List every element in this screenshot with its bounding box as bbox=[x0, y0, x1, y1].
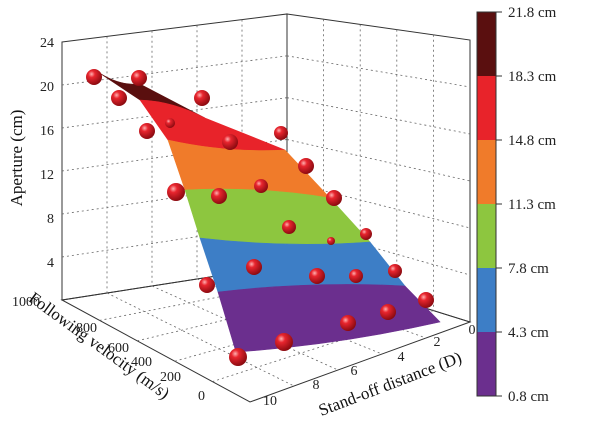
grid-line bbox=[286, 55, 471, 88]
measurement-sphere bbox=[165, 118, 175, 128]
surface-band bbox=[217, 284, 441, 353]
measurement-sphere bbox=[199, 277, 215, 293]
z-tick: 4 bbox=[47, 256, 54, 271]
measurement-sphere bbox=[111, 90, 127, 106]
z-axis-label: Aperture (cm) bbox=[7, 110, 26, 207]
grid-line bbox=[196, 278, 383, 355]
measurement-sphere bbox=[86, 69, 102, 85]
colorbar-label: 11.3 cm bbox=[508, 197, 556, 213]
measurement-sphere bbox=[360, 228, 372, 240]
colorbar-band bbox=[477, 140, 496, 204]
velocity-tick: 800 bbox=[76, 321, 97, 336]
measurement-sphere bbox=[131, 70, 147, 86]
measurement-sphere bbox=[340, 315, 356, 331]
z-axis: 24 20 16 12 8 4 Aperture (cm) bbox=[7, 36, 54, 271]
colorbar-band bbox=[477, 332, 496, 396]
z-tick: 8 bbox=[47, 212, 54, 227]
measurement-sphere bbox=[222, 134, 238, 150]
colorbar-band bbox=[477, 12, 496, 76]
colorbar-label: 18.3 cm bbox=[508, 69, 557, 85]
grid-line bbox=[286, 139, 471, 182]
colorbar-band bbox=[477, 76, 496, 140]
measurement-sphere bbox=[326, 190, 342, 206]
z-tick: 12 bbox=[40, 168, 54, 183]
measurement-sphere bbox=[418, 292, 434, 308]
distance-tick: 6 bbox=[351, 364, 358, 379]
measurement-sphere bbox=[309, 268, 325, 284]
measurement-sphere bbox=[380, 304, 396, 320]
measurement-sphere bbox=[327, 237, 335, 245]
velocity-tick: 200 bbox=[160, 370, 181, 385]
velocity-tick: 400 bbox=[131, 355, 152, 370]
measurement-sphere bbox=[194, 90, 210, 106]
z-tick: 24 bbox=[40, 36, 54, 51]
measurement-points bbox=[86, 69, 434, 366]
velocity-tick: 600 bbox=[108, 341, 129, 356]
colorbar: 21.8 cm 18.3 cm 14.8 cm 11.3 cm 7.8 cm 4… bbox=[476, 5, 557, 405]
colorbar-label: 14.8 cm bbox=[508, 133, 557, 149]
measurement-sphere bbox=[211, 188, 227, 204]
grid-line bbox=[286, 97, 471, 135]
floor bbox=[60, 264, 472, 403]
measurement-sphere bbox=[229, 348, 247, 366]
velocity-axis-label: Following velocity (m/s) bbox=[25, 288, 173, 403]
colorbar-label: 4.3 cm bbox=[508, 325, 549, 341]
velocity-tick: 1000 bbox=[12, 295, 40, 310]
distance-tick: 2 bbox=[434, 335, 441, 350]
measurement-sphere bbox=[254, 179, 268, 193]
measurement-sphere bbox=[274, 126, 288, 140]
distance-tick: 4 bbox=[398, 350, 405, 365]
measurement-sphere bbox=[275, 333, 293, 351]
colorbar-label: 0.8 cm bbox=[508, 389, 549, 405]
colorbar-label: 7.8 cm bbox=[508, 261, 549, 277]
distance-tick: 8 bbox=[313, 378, 320, 393]
colorbar-bands bbox=[477, 12, 496, 396]
measurement-sphere bbox=[139, 123, 155, 139]
grid-line bbox=[151, 285, 339, 371]
measurement-sphere bbox=[167, 183, 185, 201]
z-tick: 16 bbox=[40, 124, 54, 139]
velocity-axis: 1000 800 600 400 200 0 Following velocit… bbox=[12, 288, 205, 404]
colorbar-band bbox=[477, 204, 496, 268]
velocity-tick: 0 bbox=[198, 389, 205, 404]
measurement-sphere bbox=[282, 220, 296, 234]
distance-tick: 10 bbox=[263, 394, 277, 409]
colorbar-band bbox=[477, 268, 496, 332]
surface-band bbox=[199, 237, 406, 293]
measurement-sphere bbox=[298, 158, 314, 174]
measurement-sphere bbox=[388, 264, 402, 278]
z-tick: 20 bbox=[40, 80, 54, 95]
distance-tick: 0 bbox=[469, 323, 476, 338]
measurement-sphere bbox=[246, 259, 262, 275]
aperture-surface bbox=[97, 71, 441, 353]
measurement-sphere bbox=[349, 269, 363, 283]
grid-line bbox=[212, 310, 434, 382]
distance-axis-label: Stand-off distance (D) bbox=[316, 348, 464, 420]
colorbar-label: 21.8 cm bbox=[508, 5, 557, 21]
